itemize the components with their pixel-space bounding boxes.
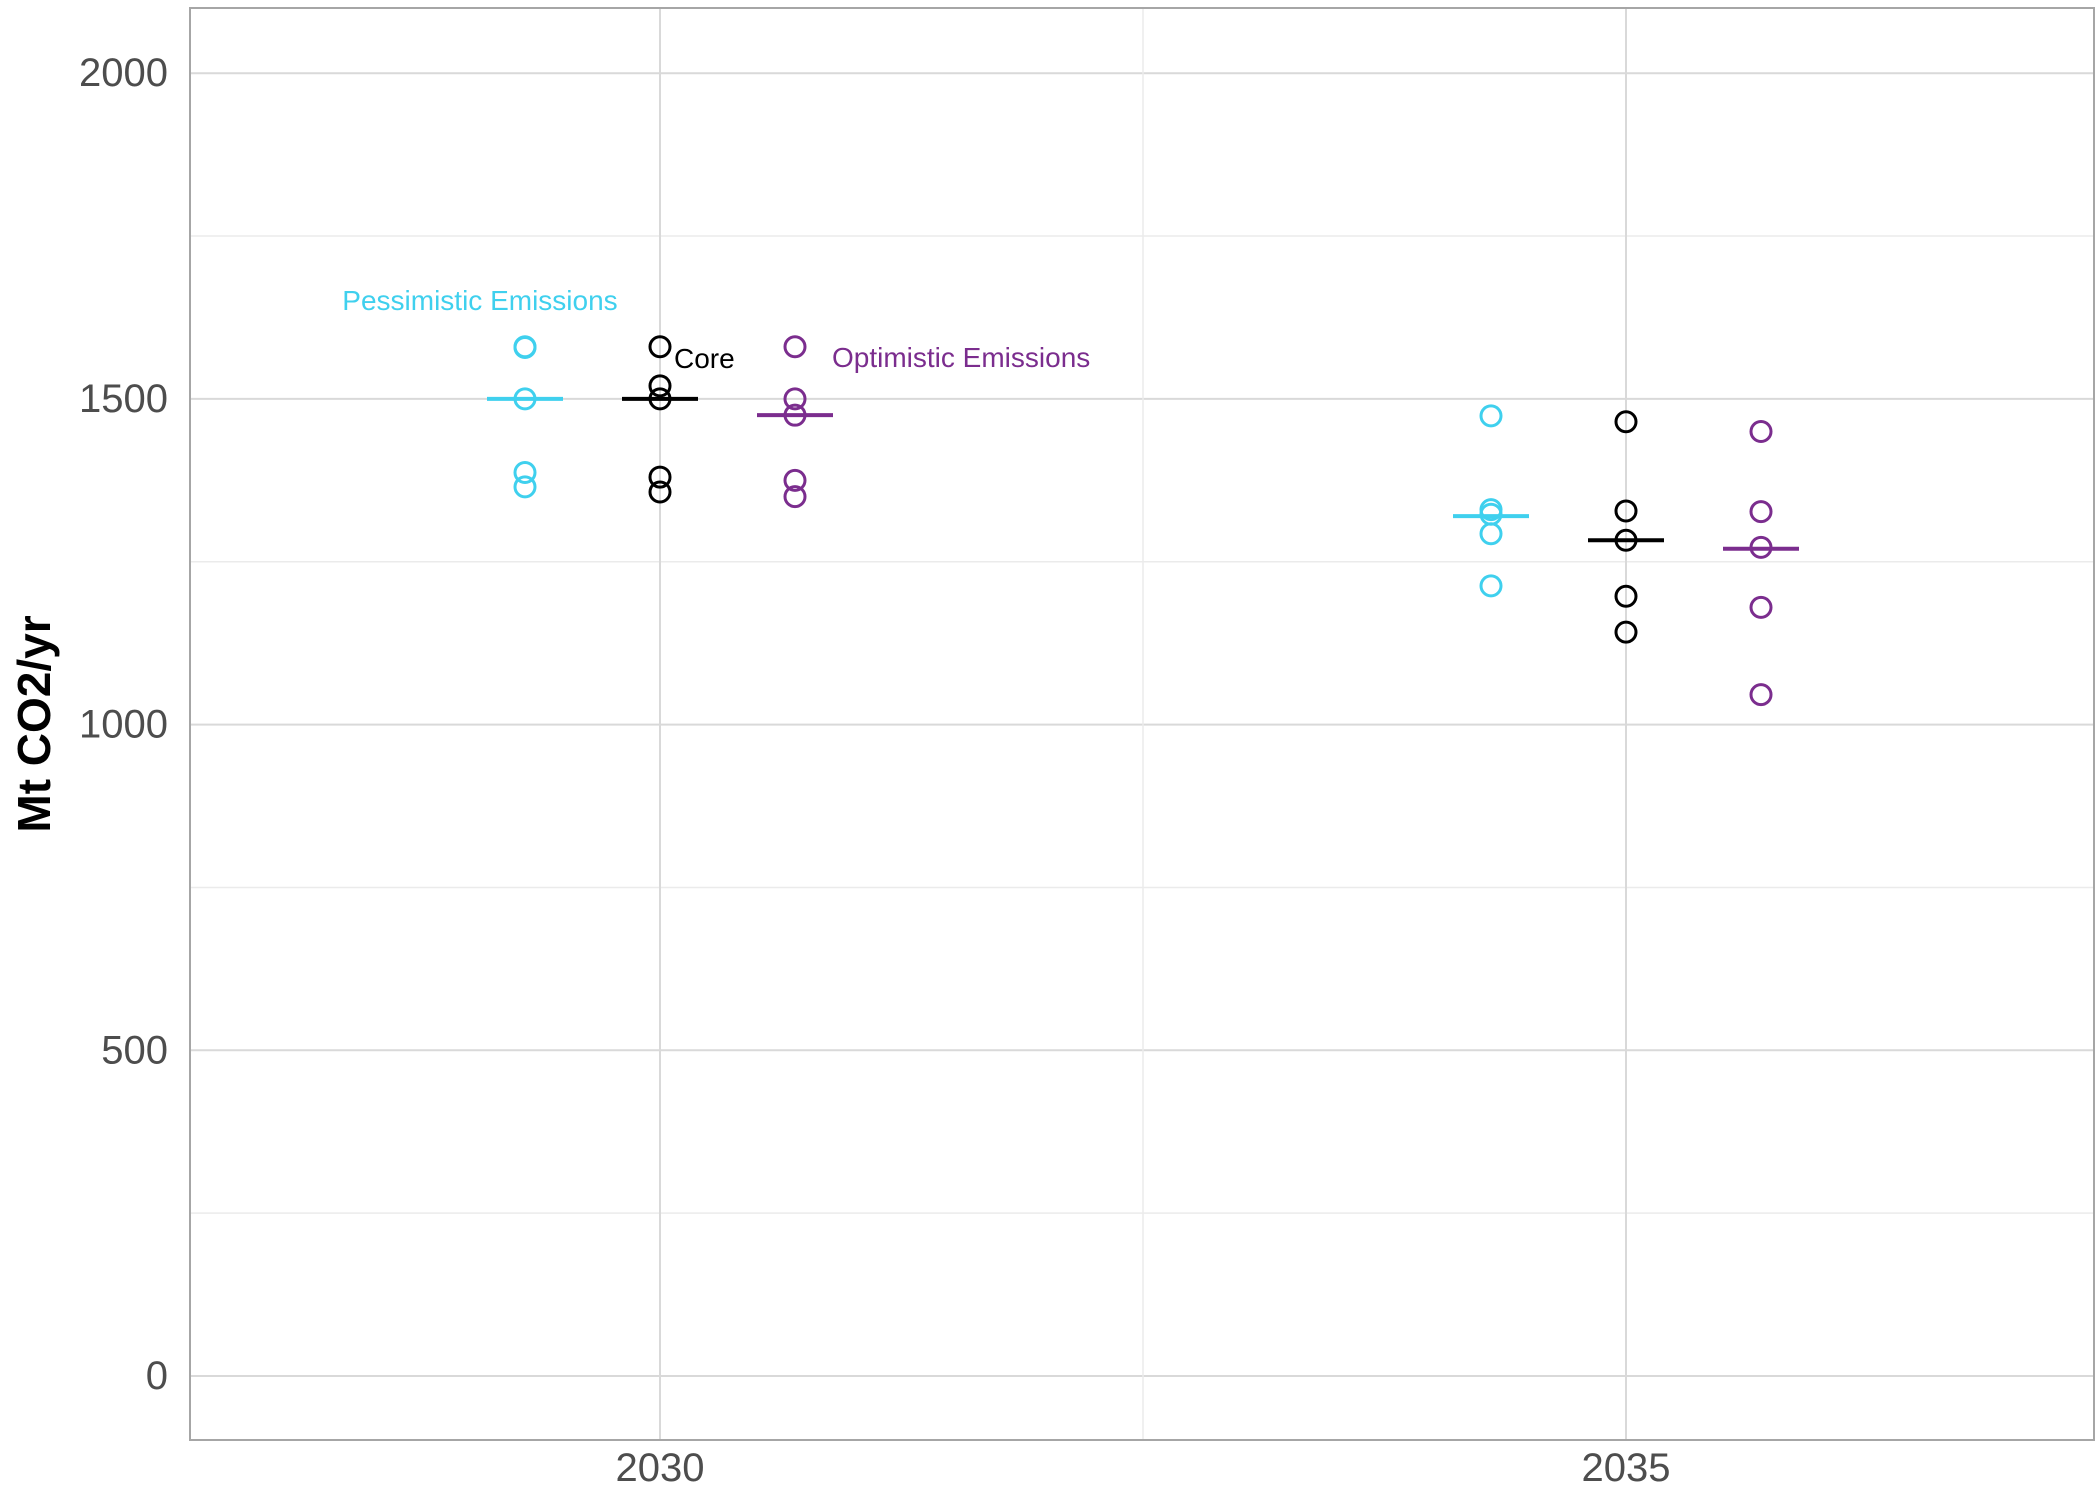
data-point: [1479, 522, 1503, 546]
data-point: [513, 335, 537, 359]
y-tick-label: 0: [146, 1354, 168, 1398]
data-point: [783, 335, 807, 359]
data-point: [648, 374, 672, 398]
y-tick-label: 500: [101, 1028, 168, 1072]
data-point: [1614, 499, 1638, 523]
annotations: Pessimistic Emissions Core Optimistic Emis…: [342, 285, 1090, 374]
y-axis-title: Mt CO2/yr: [8, 615, 60, 832]
plot-panel-border: [189, 7, 2095, 1441]
data-point: [513, 461, 537, 485]
marks: [487, 335, 1799, 707]
y-tick-label: 1000: [79, 703, 168, 747]
data-point: [1614, 584, 1638, 608]
data-point: [783, 468, 807, 492]
data-point: [1479, 574, 1503, 598]
data-point: [1749, 419, 1773, 443]
y-axis-ticks: 0 500 1000 1500 2000: [79, 51, 168, 1398]
grid: [190, 8, 2094, 1440]
data-point: [648, 335, 672, 359]
data-point: [1614, 410, 1638, 434]
data-point: [1749, 595, 1773, 619]
data-point: [1749, 500, 1773, 524]
data-point: [1479, 404, 1503, 428]
series-annotation: Pessimistic Emissions: [342, 285, 617, 316]
data-point: [648, 465, 672, 489]
data-point: [783, 485, 807, 509]
series-annotation: Core: [674, 343, 735, 374]
x-tick-label: 2035: [1582, 1446, 1671, 1490]
y-tick-label: 1500: [79, 377, 168, 421]
x-tick-label: 2030: [616, 1446, 705, 1490]
x-axis-ticks: 2030 2035: [616, 1446, 1671, 1490]
data-point: [783, 387, 807, 411]
data-point: [1749, 683, 1773, 707]
data-point: [513, 475, 537, 499]
data-point: [1614, 620, 1638, 644]
series-annotation: Optimistic Emissions: [832, 342, 1090, 373]
y-tick-label: 2000: [79, 51, 168, 95]
data-point: [648, 480, 672, 504]
